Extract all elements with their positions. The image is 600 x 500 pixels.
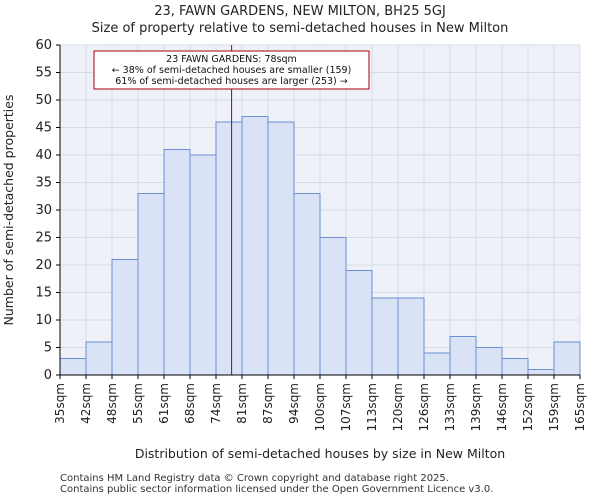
x-tick-label: 146sqm [495,383,509,431]
x-tick-label: 139sqm [469,383,483,431]
x-tick-label: 87sqm [261,383,275,424]
x-tick-label: 133sqm [443,383,457,431]
x-tick-label: 152sqm [521,383,535,431]
histogram-bar [241,116,269,376]
histogram-bar [111,259,139,376]
x-tick-label: 61sqm [157,383,171,424]
histogram-bar [163,149,191,376]
x-tick-label: 113sqm [365,383,379,431]
histogram-bar [345,270,373,376]
x-tick-label: 42sqm [79,383,93,424]
x-tick-label: 126sqm [417,383,431,431]
x-tick-label: 165sqm [573,383,587,431]
histogram-bar [59,358,87,376]
histogram-bar [267,121,295,376]
y-tick-label: 5 [44,341,52,356]
histogram-bar [397,297,425,376]
x-tick-label: 74sqm [209,383,223,424]
annotation-box [93,50,370,90]
y-tick-label: 25 [35,231,52,246]
annotation-line: 61% of semi-detached houses are larger (… [115,76,348,87]
histogram-bar [189,154,217,376]
y-tick-label: 60 [35,38,52,53]
y-tick-label: 40 [35,148,52,163]
histogram-bar [449,336,477,376]
histogram-bar [293,193,321,376]
histogram-bar [527,369,555,376]
x-tick-label: 35sqm [53,383,67,424]
histogram-bar [371,297,399,376]
histogram-bar [553,341,581,376]
histogram-bar [423,352,451,376]
histogram-bar [475,347,503,376]
x-tick-label: 55sqm [131,383,145,424]
histogram-bar [137,193,165,376]
x-tick-label: 120sqm [391,383,405,431]
histogram-bar [501,358,529,376]
histogram-chart: 0 5 10 15 20 25 30 35 40 45 50 55 60 35sqm 42sqm 48sqm 5… [1,38,587,461]
x-tick-label: 107sqm [339,383,353,431]
y-tick-label: 50 [35,93,52,108]
footer-copyright: Contains HM Land Registry data © Crown c… [60,473,449,484]
annotation-line: ← 38% of semi-detached houses are smalle… [112,65,352,76]
y-tick-label: 20 [35,258,52,273]
y-tick-label: 15 [35,286,52,301]
chart-subtitle: Size of property relative to semi-detach… [91,21,509,36]
y-tick-label: 45 [35,121,52,136]
histogram-bar [319,237,347,376]
histogram-bar [85,341,113,376]
x-tick-label: 81sqm [235,383,249,424]
x-tick-label: 100sqm [313,383,327,431]
x-tick-label: 48sqm [105,383,119,424]
y-axis-title: Number of semi-detached properties [1,95,16,326]
footer-licence: Contains public sector information licen… [60,484,494,495]
y-tick-label: 30 [35,203,52,218]
chart-title: 23, FAWN GARDENS, NEW MILTON, BH25 5GJ [154,4,446,19]
y-tick-label: 0 [44,368,52,383]
y-tick-label: 35 [35,176,52,191]
y-tick-label: 55 [35,66,52,81]
x-tick-label: 159sqm [547,383,561,431]
y-tick-label: 10 [35,313,52,328]
x-tick-label: 94sqm [287,383,301,424]
annotation-line: 23 FAWN GARDENS: 78sqm [166,54,297,65]
x-tick-label: 68sqm [183,383,197,424]
x-axis-title: Distribution of semi-detached houses by … [135,446,505,461]
histogram-bar [215,121,243,376]
